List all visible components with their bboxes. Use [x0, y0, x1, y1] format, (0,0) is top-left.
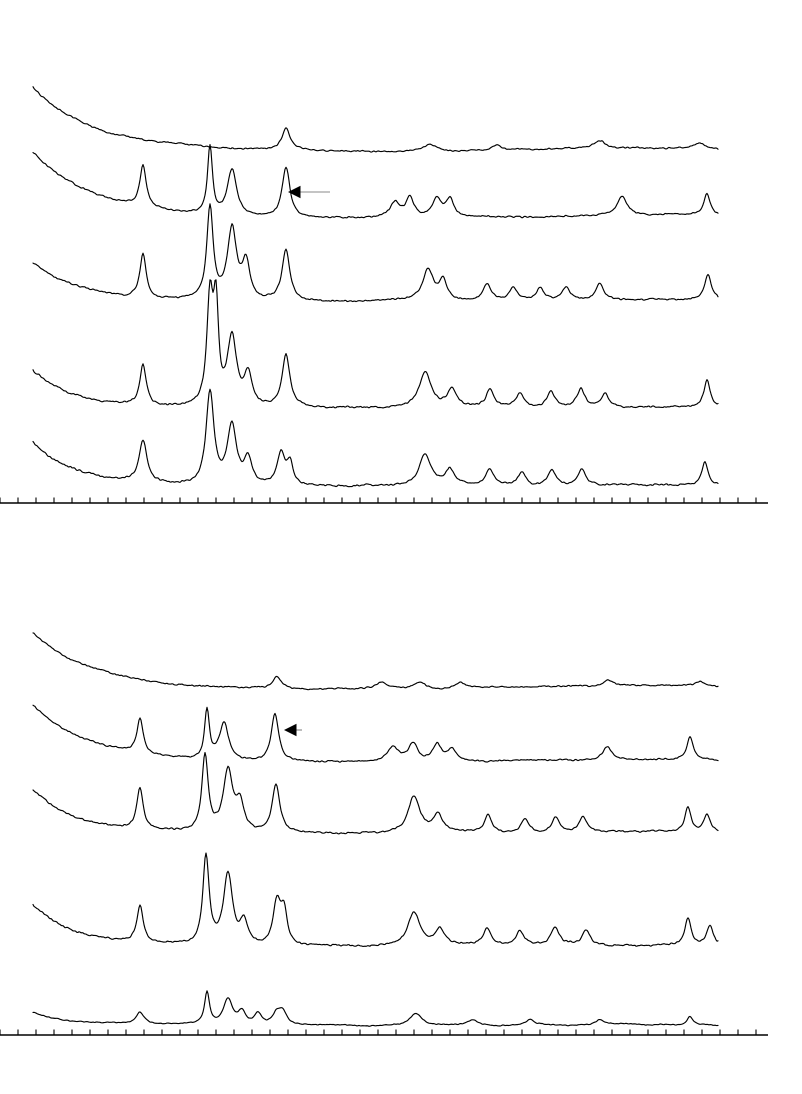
spectrum-trace-3 [32, 203, 719, 303]
bottom-panel-canvas [0, 632, 768, 1036]
top-spectra-panel [0, 0, 802, 520]
arrow-marker-group [288, 185, 330, 199]
spectrum-trace-1 [32, 86, 719, 153]
spectrum-trace-2 [32, 704, 719, 763]
spectrum-trace-4 [32, 279, 719, 409]
spectrum-trace-5 [32, 990, 719, 1027]
spectrum-trace-1 [32, 632, 719, 691]
bottom-spectra-panel [0, 560, 802, 1094]
x-axis [0, 1029, 768, 1036]
spectrum-trace-4 [32, 852, 719, 948]
spectrum-trace-5 [32, 388, 719, 488]
arrow-marker-group [284, 723, 302, 737]
arrow-head [288, 185, 301, 199]
top-panel-canvas [0, 86, 768, 504]
spectrum-trace-2 [32, 144, 719, 219]
arrow-head [284, 723, 297, 737]
spectrum-trace-3 [32, 751, 719, 835]
x-axis [0, 497, 768, 504]
